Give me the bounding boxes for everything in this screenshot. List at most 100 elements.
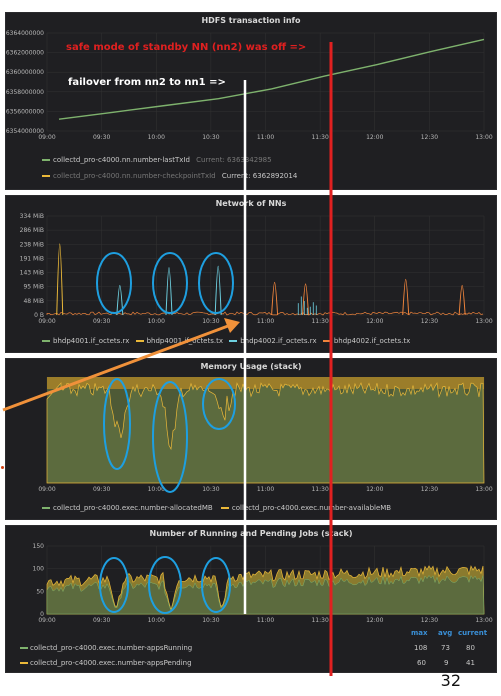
x-tick-label: 13:00 [475,486,492,493]
y-tick-label: 286 MiB [20,227,44,234]
y-tick-label: 6358000000 [6,89,44,96]
legend-swatch [322,340,331,342]
spike-mark [165,267,173,316]
hdfs-chart: 09:00 09:30 10:00 10:30 11:00 11:30 12:00 12:30… [6,30,493,141]
legend-label: bhdp4002.if_octets.tx [333,337,411,345]
x-tick-label: 10:00 [148,318,165,325]
legend-swatch [42,159,50,161]
stats-max-header[interactable]: max [411,629,428,637]
x-tick-label: 09:30 [93,486,110,493]
network-panel: Network of NNs 09:00 09:30 10:00 10:30 11:00… [5,195,497,353]
y-tick-label: 48 MiB [23,298,44,305]
stats-current-header[interactable]: current [458,629,488,637]
stat-current: 80 [466,644,475,652]
spike-mark [402,278,410,316]
x-tick-label: 10:00 [148,134,165,141]
legend-current: Current: 6363342985 [196,156,272,164]
x-tick-label: 11:30 [311,134,328,141]
x-tick-label: 11:30 [311,617,328,624]
stat-max: 60 [417,659,426,667]
legend-label: collectd_pro-c4000.exec.number-available… [231,504,392,512]
panel-title: HDFS transaction info [201,16,301,25]
legend-label: bhdp4002.if_octets.rx [240,337,317,345]
x-tick-label: 10:00 [148,486,165,493]
panel-title: Memory Usage (stack) [200,362,302,371]
legend-swatch [135,340,144,342]
x-tick-label: 11:00 [257,617,274,624]
y-tick-label: 238 MiB [20,241,44,248]
x-tick-label: 09:30 [93,134,110,141]
y-tick-label: 6360000000 [6,69,44,76]
x-tick-label: 10:30 [202,617,219,624]
x-tick-label: 10:30 [202,134,219,141]
x-tick-label: 12:00 [366,617,383,624]
legend-label: collectd_pro-c4000.exec.number-appsRunni… [30,644,193,652]
y-tick-label: 6362000000 [6,50,44,57]
x-tick-label: 12:00 [366,318,383,325]
bullet-dot [1,466,4,469]
legend-label: bhdp4001.if_octets.rx [53,337,130,345]
stat-avg: 73 [441,644,450,652]
legend-label: collectd_pro-c4000.nn.number-lastTxId [53,156,190,164]
y-tick-label: 0 [40,611,44,618]
y-tick-label: 0 B [34,312,44,319]
x-tick-label: 12:30 [421,617,438,624]
x-tick-label: 09:00 [38,134,55,141]
legend-label: collectd_pro-c4000.nn.number-checkpointT… [53,172,216,180]
legend-item[interactable]: bhdp4001.if_octets.tx [135,337,223,345]
x-tick-label: 10:30 [202,486,219,493]
spike-mark [116,284,124,316]
legend-item[interactable]: collectd_pro-c4000.nn.number-lastTxId Cu… [42,156,272,164]
legend-item[interactable]: bhdp4002.if_octets.tx [322,337,411,345]
panel-title: Network of NNs [215,199,287,208]
jobs-chart: 09:00 09:30 10:00 10:30 11:00 11:30 12:00 12:30… [33,543,493,624]
spike-mark [458,284,466,316]
page-number: 32 [440,671,461,690]
x-tick-label: 09:30 [93,617,110,624]
y-tick-label: 334 MiB [20,213,44,220]
x-tick-label: 13:00 [475,617,492,624]
stat-avg: 9 [444,659,449,667]
x-tick-label: 12:30 [421,486,438,493]
hdfs-panel: HDFS transaction info 09:00 09:30 10:00 10:… [5,12,497,190]
legend-swatch [229,340,238,342]
x-tick-label: 12:00 [366,134,383,141]
legend-label: collectd_pro-c4000.exec.number-allocated… [53,504,213,512]
y-tick-label: 6364000000 [6,30,44,37]
legend-swatch [20,647,28,649]
legend-item[interactable]: collectd_pro-c4000.exec.number-available… [220,504,392,512]
baseline-noise [46,311,484,316]
legend-item[interactable]: collectd_pro-c4000.exec.number-allocated… [42,504,213,512]
y-tick-label: 95 MiB [23,284,44,291]
x-tick-label: 11:00 [257,134,274,141]
spike-mark [56,243,64,316]
x-tick-label: 10:30 [202,318,219,325]
legend-item[interactable]: bhdp4002.if_octets.rx [229,337,317,345]
stat-max: 108 [414,644,428,652]
network-chart: 09:00 09:30 10:00 10:30 11:00 11:30 12:00 12:30… [20,213,493,325]
x-tick-label: 09:00 [38,318,55,325]
y-tick-label: 150 [33,543,45,550]
legend-current: Current: 6362892014 [221,172,298,180]
legend-item[interactable]: collectd_pro-c4000.nn.number-checkpointT… [42,172,297,180]
spike-mark [271,281,279,316]
x-tick-label: 10:00 [148,617,165,624]
x-tick-label: 12:00 [366,486,383,493]
y-tick-label: 6354000000 [6,128,44,135]
legend-item[interactable]: bhdp4001.if_octets.rx [42,337,129,345]
safe-mode-annotation: safe mode of standby NN (nn2) was off => [66,42,307,53]
y-tick-label: 6356000000 [6,108,44,115]
legend-swatch [42,175,50,177]
y-tick-label: 143 MiB [20,270,44,277]
y-tick-label: 100 [33,566,45,573]
spike-mark [302,283,310,316]
x-tick-label: 09:00 [38,486,55,493]
y-tick-label: 50 [36,588,44,595]
legend-swatch [220,507,229,509]
legend-swatch [20,662,28,664]
x-tick-label: 13:00 [475,318,492,325]
stats-avg-header[interactable]: avg [438,629,453,637]
x-tick-label: 11:30 [311,486,328,493]
y-tick-label: 191 MiB [20,255,44,262]
x-tick-label: 11:30 [311,318,328,325]
